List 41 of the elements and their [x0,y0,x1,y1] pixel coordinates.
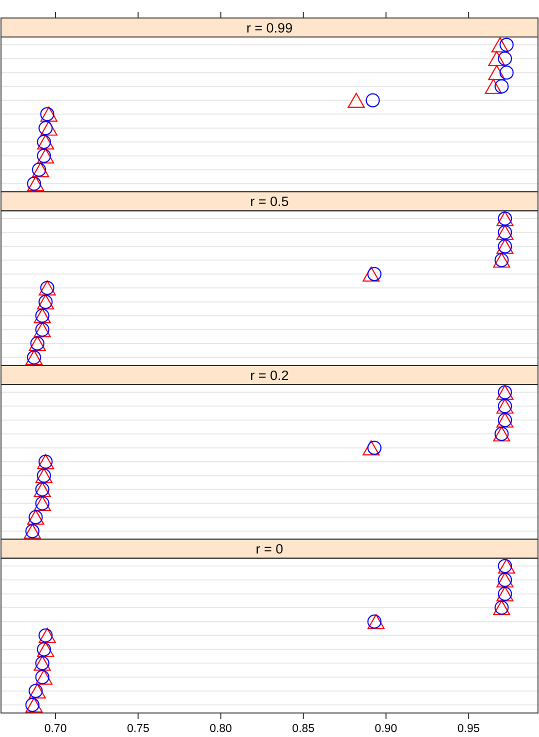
x-tick-label: 0.90 [374,723,398,736]
point [25,697,43,712]
point [28,683,46,699]
point [32,162,46,177]
point [498,52,512,66]
point [494,79,509,94]
point [484,78,502,94]
x-tick-label: 0.75 [126,723,150,736]
point [36,642,52,656]
point [37,642,54,657]
point [40,106,58,122]
point [368,614,385,630]
point [500,66,514,80]
point [36,134,52,149]
x-tick-label: 0.85 [292,723,315,736]
point [38,628,56,643]
point [491,37,509,52]
point [26,176,42,191]
chart-title: r = 0 [256,542,284,557]
point [37,134,54,150]
point [488,65,506,80]
point [32,162,50,178]
point [35,670,53,685]
point [362,440,380,456]
x-tick-label: 0.70 [44,723,67,736]
point [366,93,380,108]
x-tick-label: 0.80 [210,723,232,736]
point [498,559,512,574]
point [27,176,44,192]
point [498,558,516,574]
chart-title: r = 0.99 [246,20,293,36]
x-tick-label: 0.95 [457,723,480,736]
point [362,266,380,282]
point [36,148,52,163]
chart-title: r = 0.5 [250,194,289,210]
point [40,120,58,136]
point [488,51,506,66]
point [348,92,365,108]
chart-title: r = 0.2 [250,368,289,383]
point [35,670,50,684]
point [37,148,54,164]
